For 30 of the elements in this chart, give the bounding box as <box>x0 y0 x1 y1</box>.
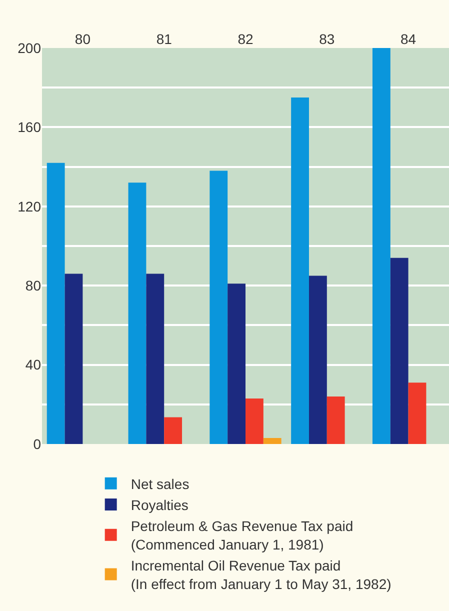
bar <box>164 417 182 444</box>
bar <box>246 398 264 444</box>
bar <box>390 258 408 444</box>
bar <box>263 438 282 444</box>
bar <box>308 276 327 444</box>
y-tick-label: 160 <box>18 119 42 136</box>
legend-label: Incremental Oil Revenue Tax paid (In effect from January 1 to May 31, 1982) <box>130 558 392 592</box>
y-tick-label: 200 <box>18 40 42 56</box>
y-tick-label: 40 <box>25 356 42 373</box>
x-tick-label: 80 <box>74 31 91 48</box>
bar <box>210 170 228 444</box>
bar <box>46 162 65 444</box>
y-tick-label: 0 <box>33 436 42 452</box>
bar <box>291 98 309 444</box>
bar <box>372 48 390 444</box>
y-tick-label: 120 <box>18 198 42 214</box>
bar <box>146 274 164 444</box>
bar <box>326 396 345 444</box>
bar <box>408 382 426 444</box>
x-tick-label: 81 <box>156 31 172 48</box>
x-tick-label: 83 <box>319 31 335 48</box>
x-tick-label: 82 <box>238 31 254 48</box>
x-tick-label: 84 <box>400 31 416 48</box>
legend-label: Net sales <box>130 476 190 492</box>
bar <box>228 284 246 444</box>
bar <box>64 274 83 444</box>
legend-label: Royalties <box>130 497 188 514</box>
y-tick-label: 80 <box>25 278 42 294</box>
legend-label: Petroleum & Gas Revenue Tax paid (Commenced January 1, 1981) <box>130 518 354 552</box>
bar <box>128 182 146 444</box>
